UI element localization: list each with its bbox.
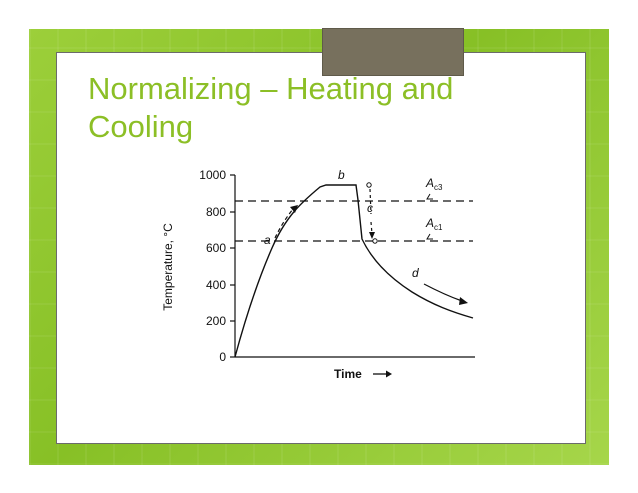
- heating-arrow-icon: [274, 205, 298, 239]
- y-tick-label-0: 0: [219, 350, 226, 364]
- cooling-arrow-c-icon: [369, 188, 375, 239]
- label-c: c: [367, 201, 373, 215]
- ac1-leader-line-icon: [426, 233, 433, 240]
- normalizing-diagram: 1000 800 600 400 200 0 Temperature, °C T…: [161, 168, 475, 381]
- y-tick-label-800: 800: [206, 205, 226, 219]
- x-axis-label: Time: [334, 367, 362, 381]
- slide-title: Normalizing – Heating and Cooling: [88, 71, 454, 144]
- x-axis-arrow-icon: [373, 370, 392, 378]
- y-tick-label-200: 200: [206, 314, 226, 328]
- header-tab-decoration: [322, 28, 464, 76]
- label-ac1: Ac1: [425, 216, 443, 232]
- label-a: a: [264, 233, 271, 247]
- label-ac3: Ac3: [425, 176, 443, 192]
- cooling-arrow-d-icon: [423, 283, 468, 305]
- heating-cooling-curve: [234, 184, 474, 358]
- point-marker-b: [366, 182, 372, 188]
- ac3-leader-line-icon: [426, 193, 433, 200]
- y-tick-label-600: 600: [206, 241, 226, 255]
- label-d: d: [412, 266, 419, 280]
- point-marker-d-start: [372, 238, 378, 244]
- y-tick-label-1000: 1000: [199, 168, 226, 182]
- y-axis-label: Temperature, °C: [161, 223, 175, 311]
- content-panel: [56, 52, 586, 444]
- y-ticks: [230, 174, 235, 358]
- y-tick-label-400: 400: [206, 278, 226, 292]
- label-b: b: [338, 168, 345, 182]
